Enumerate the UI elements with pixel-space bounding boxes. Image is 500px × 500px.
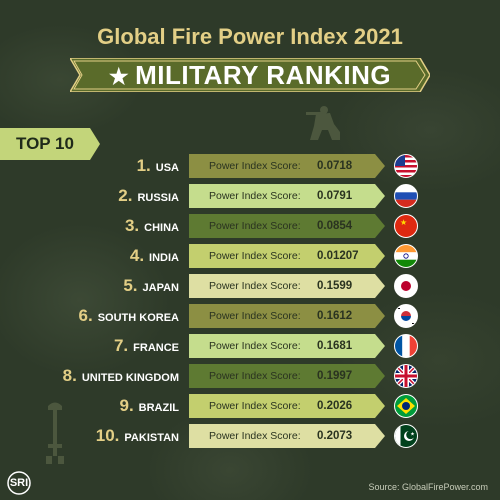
svg-text:★: ★ <box>400 218 407 227</box>
score-label: Power Index Score: <box>209 370 301 382</box>
country-label: 7. FRANCE <box>114 334 179 358</box>
score-value: 0.1599 <box>317 280 353 292</box>
score-value: 0.1681 <box>317 340 353 352</box>
score-bar: Power Index Score: 0.1612 <box>189 304 385 328</box>
soldier-silhouette-icon <box>306 106 340 140</box>
rifle-memorial-icon <box>46 402 64 464</box>
source-note: Source: GlobalFirePower.com <box>368 482 488 492</box>
badge-shape <box>0 128 100 160</box>
russia-flag-icon <box>394 184 418 208</box>
score-label: Power Index Score: <box>209 430 301 442</box>
country-name: RUSSIA <box>137 192 179 204</box>
svg-text:★: ★ <box>410 432 415 438</box>
country-label: 4. INDIA <box>130 244 179 268</box>
rank-number: 2. <box>118 186 133 205</box>
table-row: 8. UNITED KINGDOM Power Index Score: 0.1997 <box>0 364 500 388</box>
top10-badge: TOP 10 <box>0 128 100 160</box>
country-name: JAPAN <box>142 282 179 294</box>
brazil-flag-icon <box>394 394 418 418</box>
country-label: 9. BRAZIL <box>119 394 179 418</box>
score-bar: Power Index Score: 0.1681 <box>189 334 385 358</box>
page-title: Global Fire Power Index 2021 <box>97 24 403 49</box>
score-label: Power Index Score: <box>209 160 301 172</box>
score-label: Power Index Score: <box>209 400 301 412</box>
score-bar: Power Index Score: 0.2073 <box>189 424 385 448</box>
rank-number: 3. <box>124 216 140 235</box>
table-row: 1. USA Power Index Score: 0.0718 <box>0 154 500 178</box>
banner-title: MILITARY RANKING <box>135 60 392 90</box>
score-value: 0.0791 <box>317 190 353 202</box>
score-bar: Power Index Score: 0.0791 <box>189 184 385 208</box>
country-label: 3. CHINA <box>125 214 179 238</box>
country-name: USA <box>155 162 179 174</box>
score-value: 0.0718 <box>317 160 353 172</box>
score-bar: Power Index Score: 0.2026 <box>189 394 385 418</box>
china-flag-icon: ★ <box>394 214 418 238</box>
country-name: INDIA <box>149 252 179 264</box>
banner-shape <box>70 58 430 92</box>
country-label: 5. JAPAN <box>123 274 179 298</box>
france-flag-icon <box>394 334 418 358</box>
ranking-banner: ★ MILITARY RANKING <box>70 58 430 92</box>
score-label: Power Index Score: <box>209 280 301 292</box>
japan-flag-icon <box>394 274 418 298</box>
rank-number: 1. <box>136 156 151 175</box>
score-value: 0.2026 <box>317 400 353 412</box>
uk-flag-icon <box>394 364 418 388</box>
score-value: 0.2073 <box>317 430 353 442</box>
rank-number: 9. <box>119 396 134 415</box>
score-value: 0.1997 <box>317 370 353 382</box>
south-korea-flag-icon <box>394 304 418 328</box>
table-row: 6. SOUTH KOREA Power Index Score: 0.1612 <box>0 304 500 328</box>
country-label: 6. SOUTH KOREA <box>79 304 179 328</box>
score-bar: Power Index Score: 0.0854 <box>189 214 385 238</box>
table-row: 7. FRANCE Power Index Score: 0.1681 <box>0 334 500 358</box>
score-label: Power Index Score: <box>209 250 301 262</box>
score-bar: Power Index Score: 0.0718 <box>189 154 385 178</box>
score-bar: Power Index Score: 0.1599 <box>189 274 385 298</box>
star-icon: ★ <box>108 64 130 89</box>
pakistan-flag-icon: ★ <box>394 424 418 448</box>
score-value: 0.0854 <box>317 220 353 232</box>
country-label: 10. PAKISTAN <box>96 424 179 448</box>
score-label: Power Index Score: <box>209 220 301 232</box>
rank-number: 10. <box>95 426 120 445</box>
table-row: 5. JAPAN Power Index Score: 0.1599 <box>0 274 500 298</box>
country-name: CHINA <box>144 222 179 234</box>
rank-number: 8. <box>62 366 77 385</box>
country-label: 2. RUSSIA <box>118 184 179 208</box>
country-name: PAKISTAN <box>124 432 179 444</box>
table-row: 3. CHINA Power Index Score: 0.0854 ★ <box>0 214 500 238</box>
country-label: 1. USA <box>137 154 179 178</box>
india-flag-icon <box>394 244 418 268</box>
country-name: BRAZIL <box>138 402 179 414</box>
sri-logo: SRI <box>7 471 31 495</box>
rank-number: 7. <box>113 336 129 355</box>
score-bar: Power Index Score: 0.1997 <box>189 364 385 388</box>
usa-flag-icon <box>394 154 418 178</box>
country-name: SOUTH KOREA <box>97 312 179 324</box>
table-row: 4. INDIA Power Index Score: 0.01207 <box>0 244 500 268</box>
logo-text: SRI <box>9 477 29 489</box>
table-row: 9. BRAZIL Power Index Score: 0.2026 <box>0 394 500 418</box>
score-value: 0.1612 <box>317 310 353 322</box>
score-label: Power Index Score: <box>209 340 301 352</box>
country-name: FRANCE <box>133 342 179 354</box>
score-bar: Power Index Score: 0.01207 <box>189 244 385 268</box>
country-label: 8. UNITED KINGDOM <box>63 364 179 388</box>
badge-label: TOP 10 <box>16 134 74 153</box>
score-label: Power Index Score: <box>209 310 301 322</box>
country-name: UNITED KINGDOM <box>81 372 179 384</box>
rank-number: 6. <box>78 306 93 325</box>
rank-number: 4. <box>129 246 145 265</box>
score-label: Power Index Score: <box>209 190 301 202</box>
table-row: 10. PAKISTAN Power Index Score: 0.2073 ★ <box>0 424 500 448</box>
table-row: 2. RUSSIA Power Index Score: 0.0791 <box>0 184 500 208</box>
score-value: 0.01207 <box>317 250 359 262</box>
rank-number: 5. <box>123 276 138 295</box>
